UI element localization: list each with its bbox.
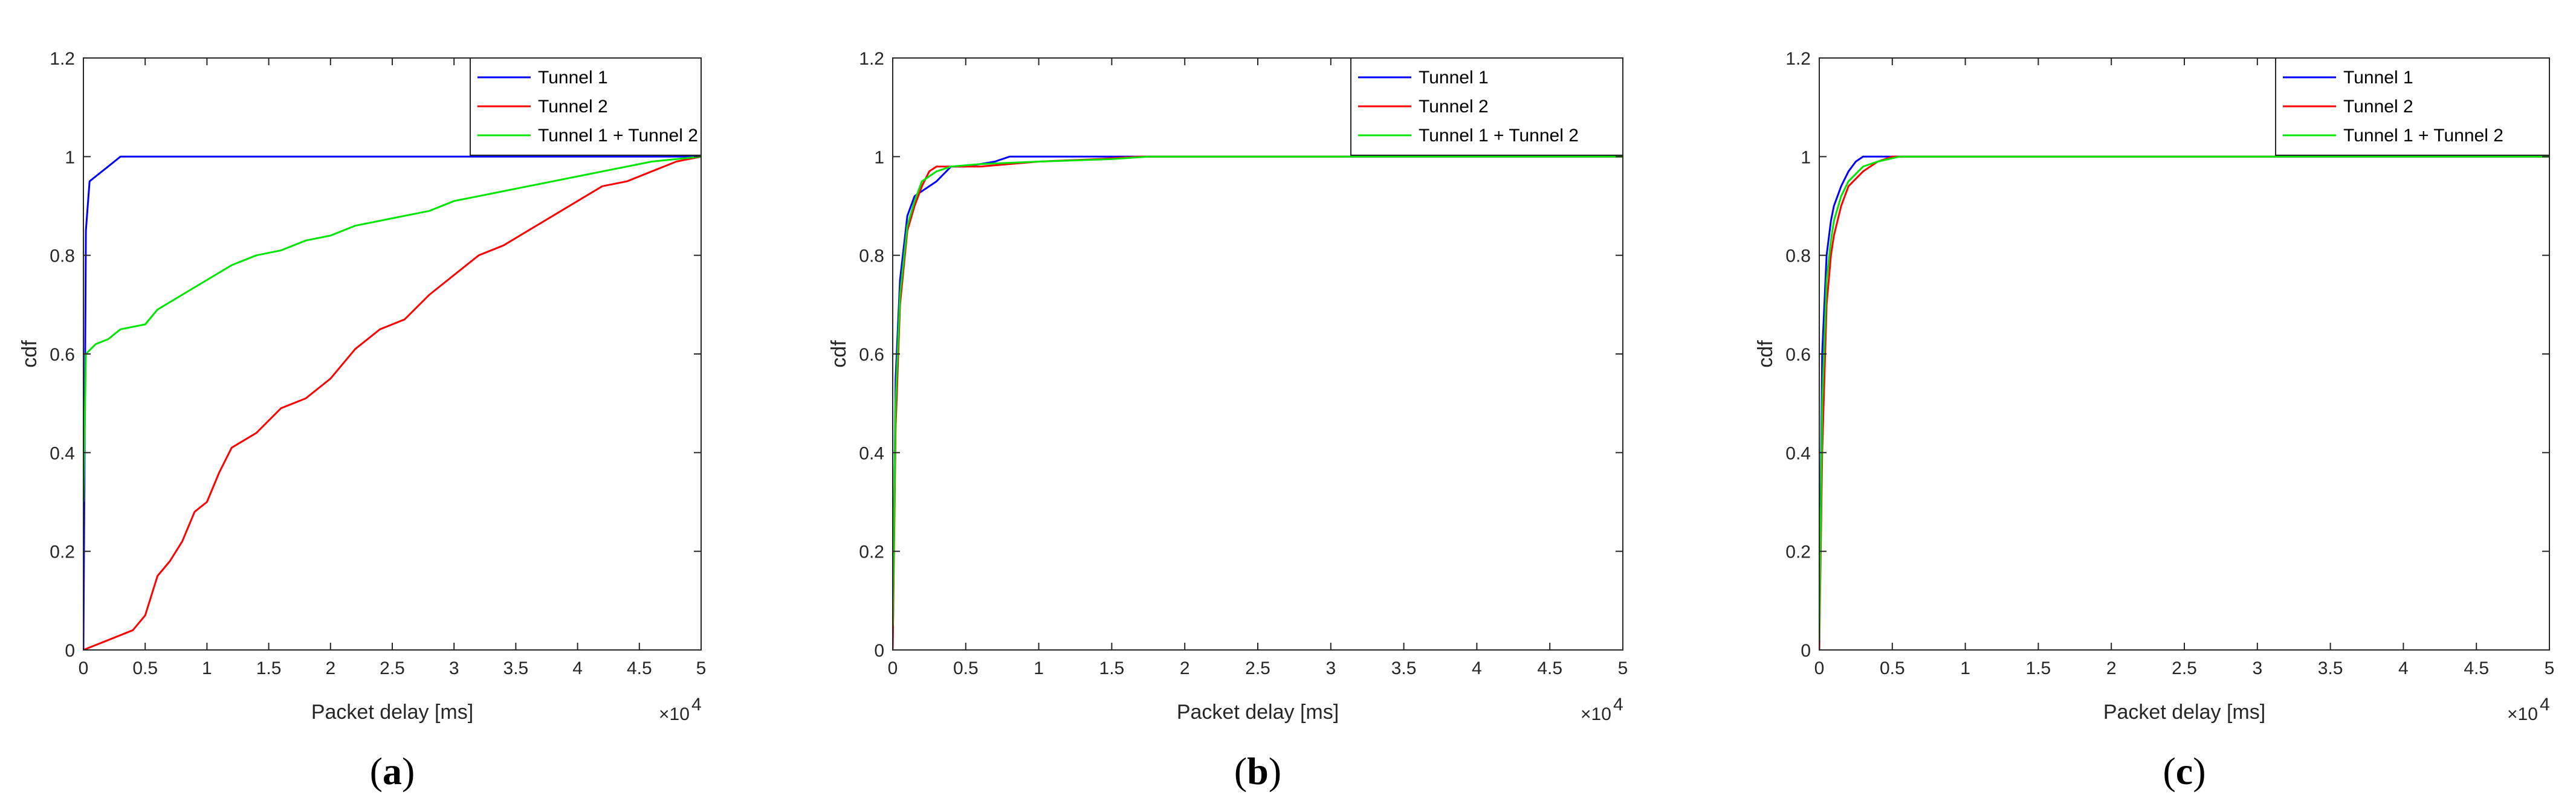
x-tick-label: 4 [1472, 658, 1482, 678]
panel-label: (c) [2163, 750, 2205, 793]
y-tick-label: 0.6 [50, 345, 75, 365]
panel-label-part: ) [402, 750, 415, 793]
legend-label: Tunnel 1 [538, 68, 608, 88]
y-tick-label: 0 [874, 641, 884, 661]
legend-label: Tunnel 2 [2343, 97, 2413, 117]
x-exponent-power: 4 [691, 695, 702, 715]
x-exponent-label: ×10 [1581, 704, 1611, 724]
x-tick-label: 0.5 [953, 658, 979, 678]
legend-label: Tunnel 2 [1419, 97, 1489, 117]
panel-label-part: b [1247, 750, 1269, 793]
series-line-3 [893, 155, 1623, 626]
x-exponent-power: 4 [2540, 695, 2550, 715]
x-tick-label: 0.5 [1880, 658, 1905, 678]
panel-label-part: ( [370, 750, 383, 793]
y-axis-label: cdf [18, 340, 41, 368]
panel-label-part: ) [2193, 750, 2205, 793]
series-line-1 [1819, 155, 2549, 651]
legend-label: Tunnel 1 + Tunnel 2 [538, 126, 698, 146]
x-tick-label: 1 [1034, 658, 1044, 678]
y-tick-label: 1.2 [859, 49, 884, 69]
x-tick-label: 4.5 [2464, 658, 2489, 678]
series-line-1 [83, 155, 701, 651]
x-tick-label: 5 [1618, 658, 1628, 678]
x-tick-label: 2 [2106, 658, 2117, 678]
y-tick-label: 0.8 [50, 246, 75, 266]
x-tick-label: 3 [1325, 658, 1336, 678]
panel-label-part: c [2176, 750, 2193, 793]
x-tick-label: 2.5 [380, 658, 405, 678]
x-tick-label: 1 [202, 658, 212, 678]
legend-label: Tunnel 1 + Tunnel 2 [2343, 126, 2503, 146]
y-tick-label: 0.6 [859, 345, 884, 365]
x-tick-label: 1.5 [2026, 658, 2051, 678]
y-tick-label: 1.2 [50, 49, 75, 69]
y-axis-label: cdf [827, 340, 850, 368]
y-tick-label: 0.2 [1785, 542, 1811, 562]
legend-label: Tunnel 1 + Tunnel 2 [1419, 126, 1579, 146]
chart-panel-c: 0 0.5 1 1.5 2 2.5 3 3.5 4 4.5 5 0 0.2 0.4 0.6 0.8 1 1.2 ×1… [1754, 49, 2554, 793]
panel-label-part: ) [1269, 750, 1281, 793]
y-tick-label: 1 [1801, 147, 1811, 167]
x-tick-label: 4 [572, 658, 583, 678]
x-tick-label: 4.5 [1537, 658, 1562, 678]
x-tick-label: 1 [1960, 658, 1970, 678]
series-line-3 [1819, 155, 2549, 640]
series-line-2 [83, 155, 702, 651]
y-tick-label: 0 [65, 641, 75, 661]
y-tick-label: 0.2 [50, 542, 75, 562]
x-tick-label: 2 [1180, 658, 1190, 678]
x-axis-label: Packet delay [ms] [2103, 701, 2265, 724]
x-tick-label: 3.5 [1391, 658, 1417, 678]
panel-label-part: ( [1234, 750, 1247, 793]
x-tick-label: 0.5 [132, 658, 158, 678]
y-tick-label: 0.8 [1785, 246, 1811, 266]
series-line-3 [83, 155, 702, 503]
x-tick-label: 5 [2545, 658, 2555, 678]
x-exponent-power: 4 [1613, 695, 1623, 715]
x-tick-label: 0 [1814, 658, 1825, 678]
legend-label: Tunnel 2 [538, 97, 608, 117]
x-tick-label: 5 [696, 658, 707, 678]
y-tick-label: 0.4 [859, 443, 884, 463]
y-tick-label: 0.6 [1785, 345, 1811, 365]
x-tick-label: 2 [325, 658, 335, 678]
x-tick-label: 3 [449, 658, 459, 678]
legend-label: Tunnel 1 [1419, 68, 1489, 88]
y-tick-label: 0.8 [859, 246, 884, 266]
y-tick-label: 1.2 [1785, 49, 1811, 69]
y-tick-label: 0.4 [50, 443, 75, 463]
x-axis-label: Packet delay [ms] [1177, 701, 1339, 724]
x-exponent-label: ×10 [659, 704, 690, 724]
x-tick-label: 3 [2252, 658, 2262, 678]
legend-label: Tunnel 1 [2343, 68, 2413, 88]
x-tick-label: 3.5 [2318, 658, 2343, 678]
x-axis-label: Packet delay [ms] [311, 701, 473, 724]
x-tick-label: 1.5 [256, 658, 282, 678]
x-exponent-label: ×10 [2507, 704, 2538, 724]
panel-label-part: a [383, 750, 402, 793]
y-tick-label: 0.4 [1785, 443, 1811, 463]
panel-label-part: ( [2163, 750, 2175, 793]
y-tick-label: 1 [65, 147, 75, 167]
panel-label: (b) [1234, 750, 1281, 793]
chart-panel-b: 0 0.5 1 1.5 2 2.5 3 3.5 4 4.5 5 0 0.2 0.4 0.6 0.8 1 1.2 ×1… [827, 49, 1628, 793]
y-axis-label: cdf [1754, 340, 1777, 368]
x-tick-label: 0 [79, 658, 89, 678]
x-tick-label: 0 [888, 658, 898, 678]
y-tick-label: 0.2 [859, 542, 884, 562]
x-tick-label: 4.5 [627, 658, 652, 678]
x-tick-label: 2.5 [1245, 658, 1270, 678]
x-tick-label: 4 [2398, 658, 2409, 678]
chart-panel-a: 0 0.5 1 1.5 2 2.5 3 3.5 4 4.5 5 0 0.2 0.4 0.6 0.8 1 1.2 ×1… [18, 49, 706, 793]
x-tick-label: 3.5 [503, 658, 529, 678]
x-tick-label: 1.5 [1099, 658, 1125, 678]
y-tick-label: 0 [1801, 641, 1811, 661]
x-tick-label: 2.5 [2172, 658, 2197, 678]
y-tick-label: 1 [874, 147, 884, 167]
panel-label: (a) [370, 750, 415, 793]
